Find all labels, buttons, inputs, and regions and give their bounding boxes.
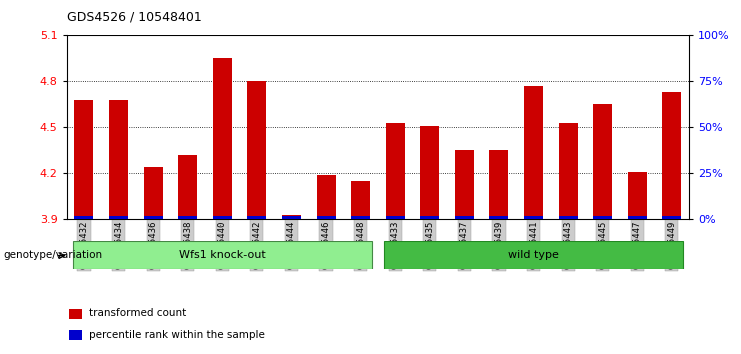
Bar [420,216,439,219]
Text: transformed count: transformed count [89,308,186,318]
Bar [559,123,577,219]
Bar [420,126,439,219]
Bar [213,216,232,219]
Bar [316,216,336,219]
Bar [384,241,683,269]
Bar [351,181,370,219]
Bar [282,215,301,219]
Bar [316,175,336,219]
Text: wild type: wild type [508,250,559,260]
Bar [247,81,266,219]
Bar [73,241,372,269]
Bar [524,216,543,219]
Bar [69,309,82,319]
Bar [74,216,93,219]
Bar [178,216,197,219]
Bar [178,155,197,219]
Bar [593,104,612,219]
Bar [69,330,82,340]
Bar [385,123,405,219]
Bar [559,216,577,219]
Bar [662,216,682,219]
Text: percentile rank within the sample: percentile rank within the sample [89,330,265,339]
Text: Wfs1 knock-out: Wfs1 knock-out [179,250,266,260]
Bar [109,216,128,219]
Bar [455,150,474,219]
Bar [593,216,612,219]
Bar [628,216,647,219]
Bar [247,216,266,219]
Bar [144,216,162,219]
Bar [351,216,370,219]
Bar [489,216,508,219]
Text: GDS4526 / 10548401: GDS4526 / 10548401 [67,10,202,23]
Bar [109,100,128,219]
Text: genotype/variation: genotype/variation [4,250,103,260]
Bar [74,100,93,219]
Bar [213,58,232,219]
Bar [144,167,162,219]
Bar [455,216,474,219]
Bar [628,172,647,219]
Bar [524,86,543,219]
Bar [385,216,405,219]
Bar [489,150,508,219]
Bar [662,92,682,219]
Bar [282,216,301,219]
